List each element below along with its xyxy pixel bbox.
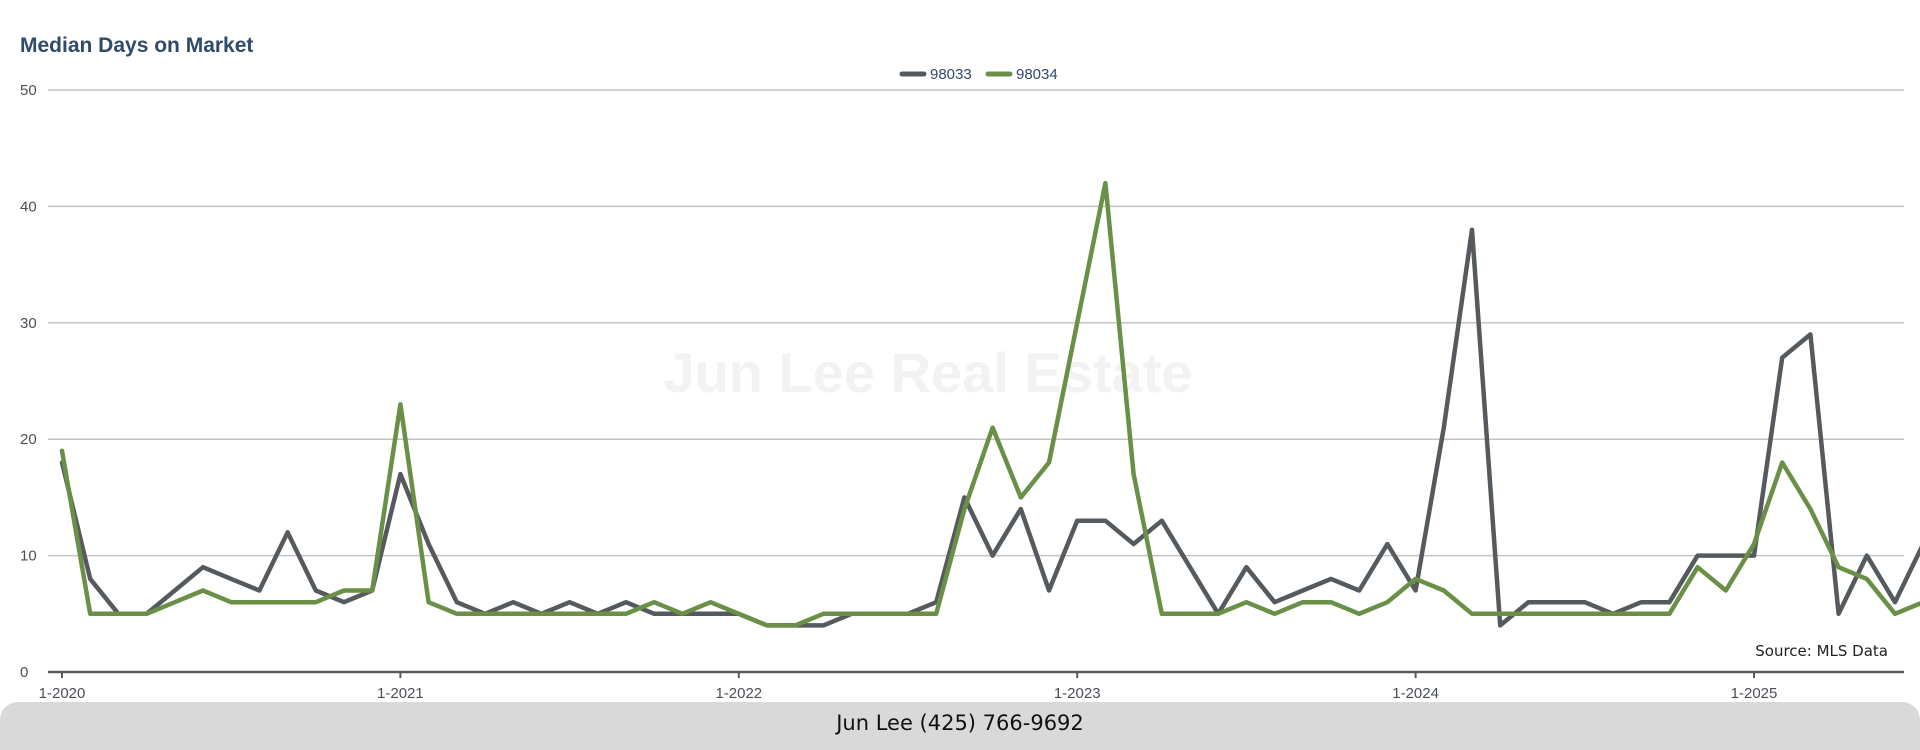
footer-contact: Jun Lee (425) 766-9692 — [836, 711, 1084, 735]
legend-item-98033[interactable]: 98033 — [899, 66, 972, 83]
x-tick-label: 1-2021 — [377, 685, 424, 702]
y-tick-label: 30 — [20, 315, 37, 332]
legend[interactable]: 98033 98034 — [899, 66, 1058, 83]
legend-label: 98033 — [930, 66, 972, 83]
series-lines — [59, 180, 1920, 628]
x-tick-label: 1-2023 — [1054, 685, 1101, 702]
footer-bar: Jun Lee (425) 766-9692 — [0, 702, 1920, 750]
legend-label: 98034 — [1016, 66, 1058, 83]
series-line-98034 — [59, 180, 1920, 628]
y-tick-label: 0 — [20, 664, 28, 681]
grid-lines — [48, 89, 1904, 674]
x-axis-ticks: 1-2020 1-2021 1-2022 1-2023 1-2024 1-2025 — [39, 672, 1778, 702]
y-tick-label: 20 — [20, 431, 37, 448]
watermark-text: Jun Lee Real Estate — [663, 341, 1192, 404]
y-tick-label: 40 — [20, 198, 37, 215]
y-tick-label: 50 — [20, 82, 37, 99]
chart-title: Median Days on Market — [20, 34, 254, 57]
source-note: Source: MLS Data — [1755, 642, 1888, 660]
x-tick-label: 1-2022 — [715, 685, 762, 702]
x-tick-label: 1-2025 — [1731, 685, 1778, 702]
y-axis-ticks: 0 10 20 30 40 50 — [20, 82, 37, 681]
legend-item-98034[interactable]: 98034 — [985, 66, 1058, 83]
y-tick-label: 10 — [20, 548, 37, 565]
x-tick-label: 1-2024 — [1392, 685, 1439, 702]
x-tick-label: 1-2020 — [39, 685, 86, 702]
